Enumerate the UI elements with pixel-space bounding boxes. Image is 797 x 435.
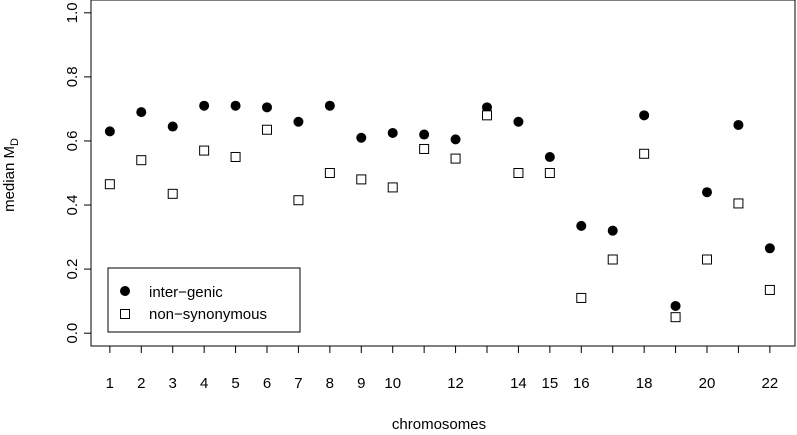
point-inter-genic [576, 220, 587, 231]
x-axis-label: chromosomes [392, 416, 486, 430]
y-tick-label: 0.4 [64, 195, 81, 216]
point-inter-genic [513, 116, 524, 127]
y-axis-label-main: median M [1, 146, 18, 212]
point-non-synonymous [199, 145, 210, 156]
point-inter-genic [262, 102, 272, 113]
point-inter-genic [639, 110, 650, 121]
point-inter-genic [607, 225, 618, 236]
point-inter-genic [764, 243, 775, 254]
point-inter-genic [136, 107, 147, 118]
x-axis: 1 2 3 4 5 6 7 8 9 10 12 14 15 16 18 20 22 [106, 345, 779, 392]
x-tick-label: 8 [326, 375, 334, 392]
data-points [104, 100, 775, 323]
point-inter-genic [356, 132, 367, 143]
point-non-synonymous [670, 312, 681, 323]
legend: inter−genic non−synonymous [107, 267, 301, 333]
point-non-synonymous [324, 168, 335, 178]
x-tick-label: 5 [231, 375, 239, 392]
point-inter-genic [324, 100, 335, 111]
point-non-synonymous [764, 284, 775, 295]
point-inter-genic [482, 102, 492, 113]
point-non-synonymous [639, 148, 650, 159]
point-non-synonymous [262, 124, 272, 135]
point-inter-genic [419, 129, 430, 140]
x-tick-label: 2 [137, 375, 145, 392]
x-tick-label: 22 [762, 375, 779, 392]
x-tick-label: 16 [573, 375, 590, 392]
point-non-synonymous [136, 155, 147, 166]
point-non-synonymous [419, 143, 430, 154]
legend-label-inter-genic: inter−genic [149, 284, 223, 301]
y-tick-label: 0.6 [64, 131, 81, 152]
y-axis: 0.0 0.2 0.4 0.6 0.8 1.0 [64, 2, 92, 344]
y-tick-label: 0.8 [64, 66, 81, 87]
y-tick-label: 1.0 [64, 2, 81, 23]
legend-label-non-synonymous: non−synonymous [149, 306, 267, 323]
point-inter-genic [702, 187, 712, 198]
point-non-synonymous [482, 110, 492, 121]
point-non-synonymous [544, 168, 555, 178]
point-inter-genic [544, 151, 555, 162]
point-non-synonymous [356, 174, 367, 185]
point-inter-genic [670, 300, 681, 311]
x-tick-label: 12 [447, 375, 464, 392]
point-inter-genic [450, 134, 461, 145]
point-non-synonymous [733, 198, 744, 209]
point-non-synonymous [702, 254, 712, 265]
point-non-synonymous [167, 188, 178, 199]
legend-marker-inter-genic [120, 286, 130, 296]
point-non-synonymous [387, 182, 398, 193]
y-axis-label: median MD [1, 138, 21, 212]
point-inter-genic [733, 119, 744, 130]
x-tick-label: 14 [510, 375, 527, 392]
point-inter-genic [104, 126, 115, 137]
point-non-synonymous [230, 151, 241, 162]
y-tick-label: 0.0 [64, 323, 81, 344]
point-inter-genic [199, 100, 210, 111]
x-tick-label: 3 [169, 375, 177, 392]
x-tick-label: 20 [699, 375, 716, 392]
point-non-synonymous [576, 292, 587, 303]
point-inter-genic [167, 121, 178, 132]
point-inter-genic [293, 116, 304, 127]
legend-marker-non-synonymous [120, 309, 130, 319]
point-non-synonymous [607, 254, 618, 265]
x-tick-label: 7 [294, 375, 302, 392]
y-tick-label: 0.2 [64, 259, 81, 280]
point-non-synonymous [104, 179, 115, 190]
point-non-synonymous [513, 168, 524, 178]
x-tick-label: 10 [384, 375, 401, 392]
point-non-synonymous [293, 195, 304, 206]
x-tick-label: 1 [106, 375, 114, 392]
x-tick-label: 4 [200, 375, 208, 392]
x-tick-label: 15 [542, 375, 559, 392]
point-inter-genic [230, 100, 241, 111]
point-inter-genic [387, 127, 398, 138]
x-tick-label: 6 [263, 375, 271, 392]
point-non-synonymous [450, 153, 461, 164]
y-axis-label-subscript: D [9, 138, 21, 146]
x-tick-label: 18 [636, 375, 653, 392]
x-tick-label: 9 [357, 375, 365, 392]
legend-box [107, 267, 301, 333]
